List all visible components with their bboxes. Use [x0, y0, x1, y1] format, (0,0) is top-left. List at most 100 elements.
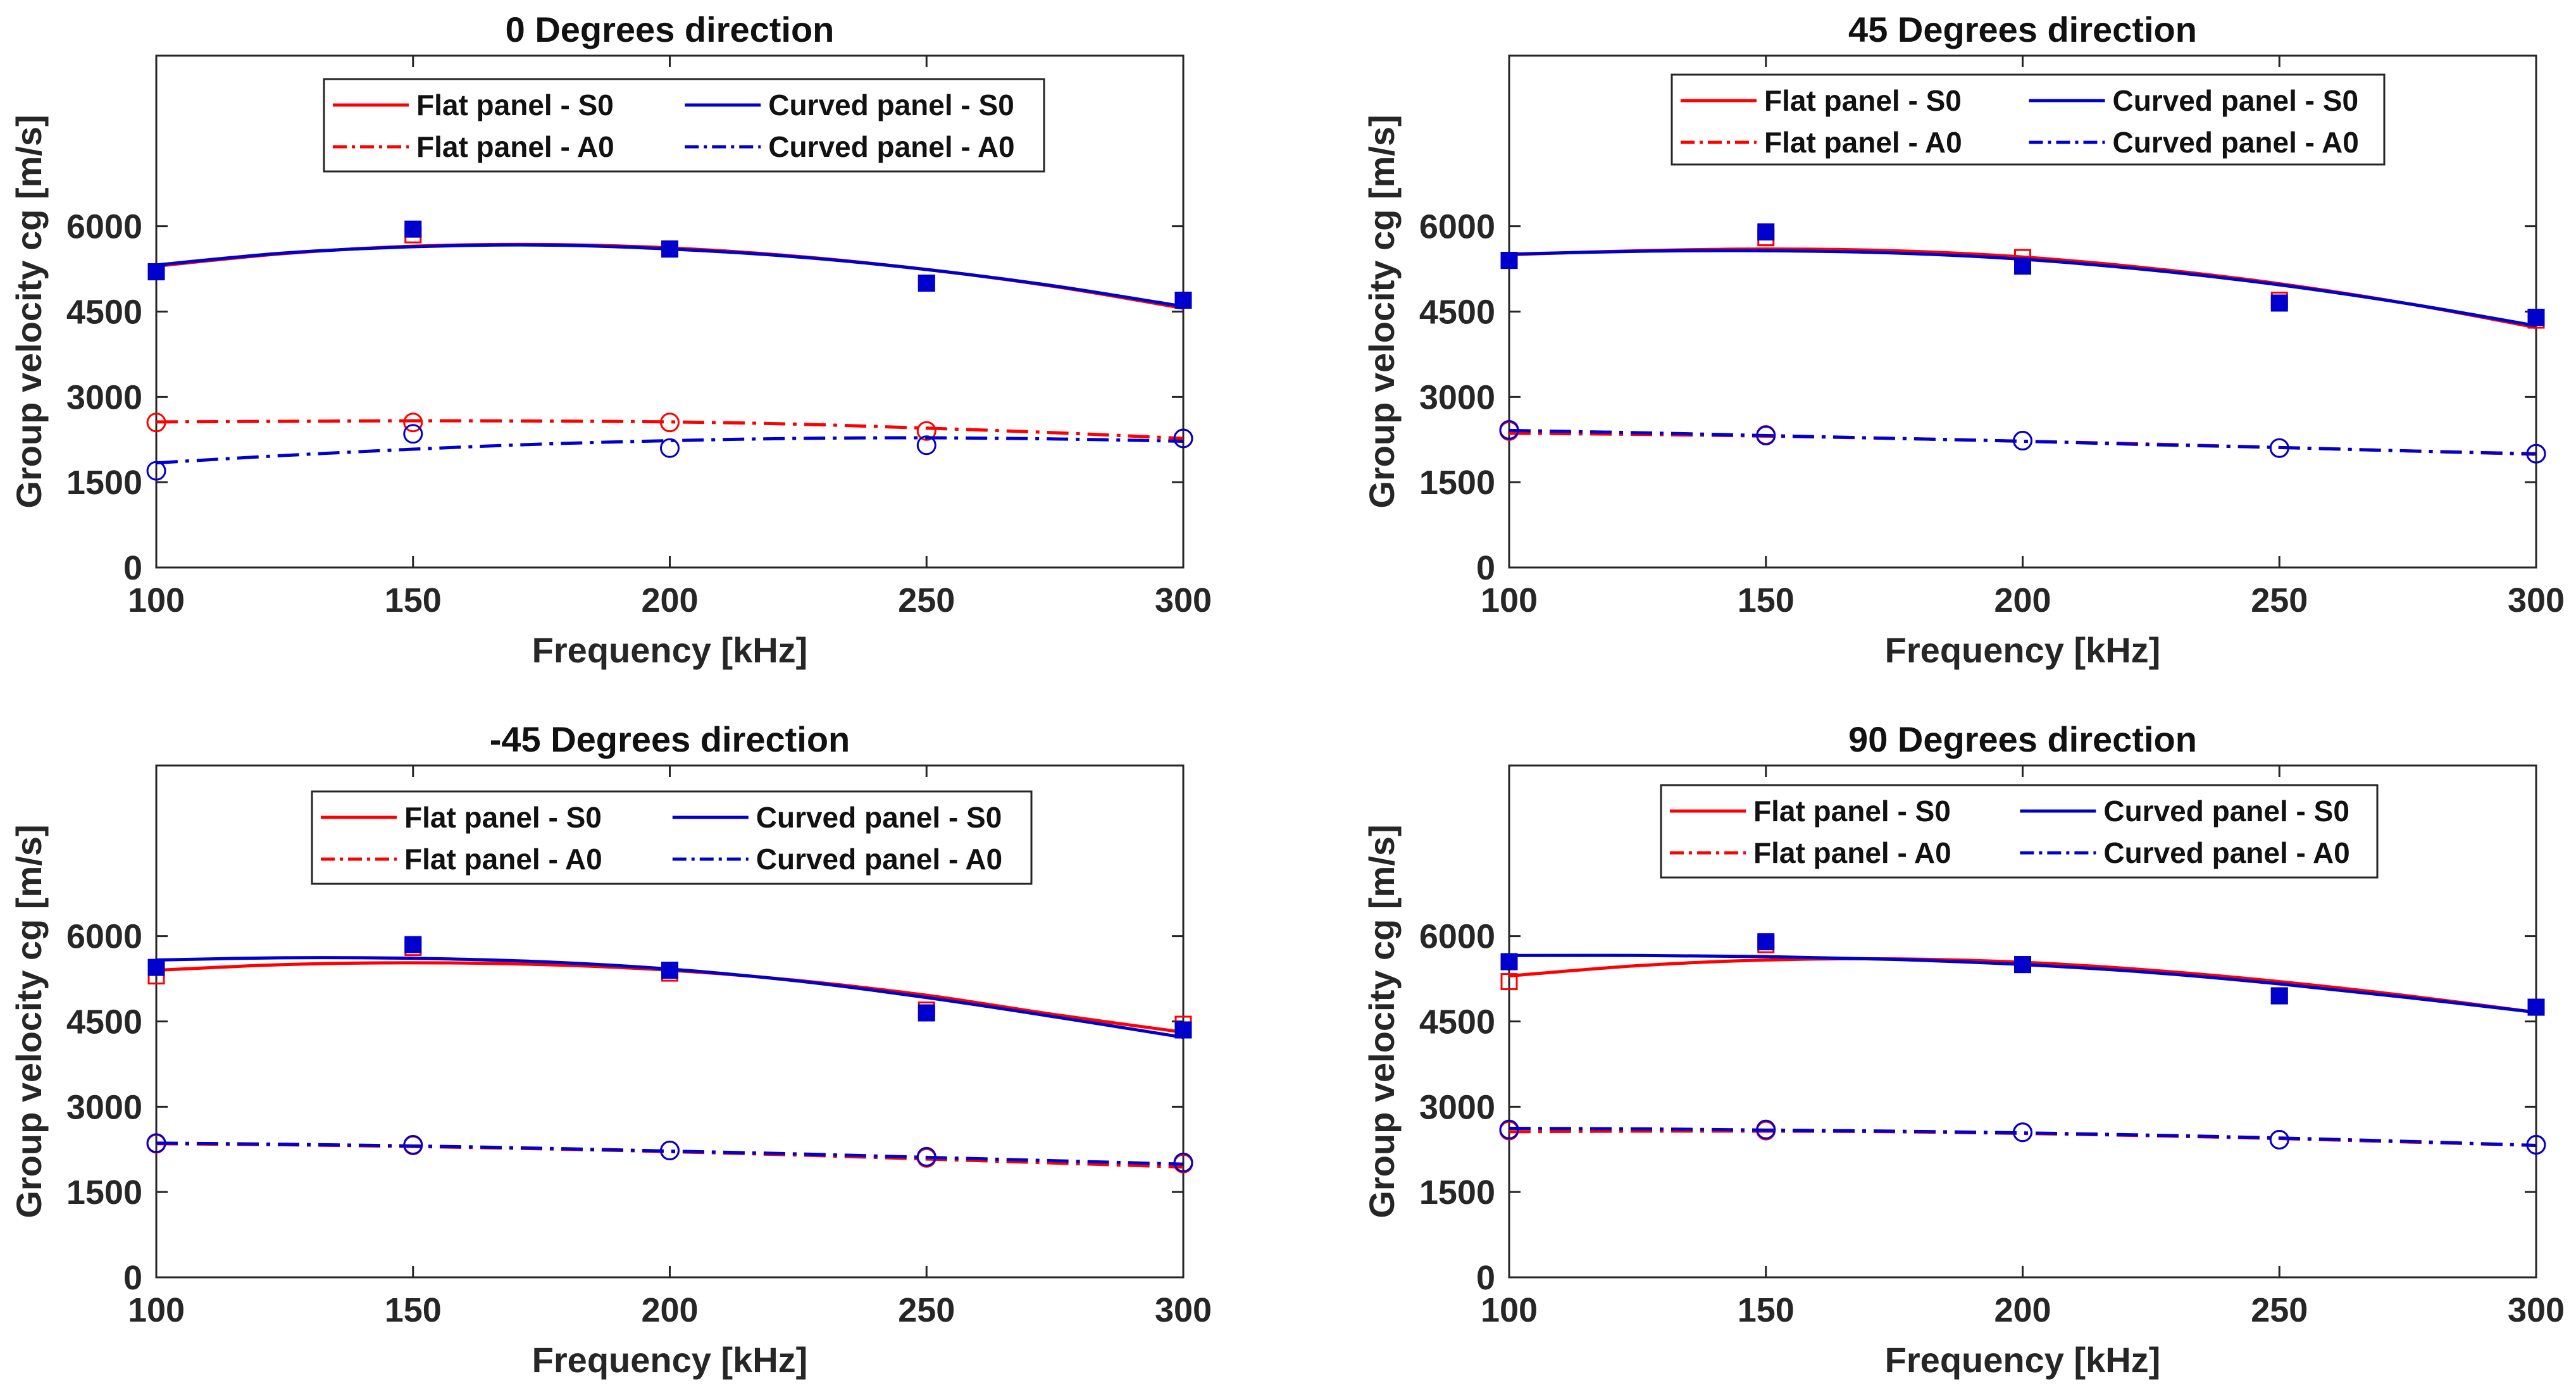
y-tick-label: 0	[1476, 1259, 1495, 1297]
series-2	[147, 936, 1192, 1039]
x-tick-label: 200	[1994, 1291, 2051, 1329]
data-point-marker	[1500, 252, 1518, 270]
data-point-marker	[660, 1141, 680, 1161]
y-tick-label: 1500	[1419, 1174, 1495, 1212]
y-tick-label: 0	[123, 549, 142, 587]
legend: Flat panel - S0 Curved panel - S0 Flat pan…	[1660, 784, 2379, 879]
legend: Flat panel - S0 Curved panel - S0 Flat pan…	[311, 790, 1033, 885]
series-4	[146, 1133, 1193, 1172]
series-line	[1509, 1126, 2537, 1147]
series-4	[146, 424, 1193, 481]
data-point-marker	[147, 958, 165, 976]
y-tick-label: 3000	[1419, 378, 1495, 416]
data-point-marker	[404, 936, 422, 953]
data-point-marker	[2014, 257, 2031, 275]
data-point-marker	[916, 421, 936, 441]
data-point-marker	[1756, 1119, 1776, 1139]
legend: Flat panel - S0 Curved panel - S0 Flat pan…	[1671, 73, 2386, 166]
y-tick-label: 1500	[66, 1174, 142, 1212]
y-tick-label: 4500	[66, 294, 142, 332]
y-tick-label: 4500	[1419, 1003, 1495, 1041]
y-tick-label: 4500	[1419, 294, 1495, 332]
series-line	[1509, 428, 2537, 456]
y-tick-label: 6000	[1419, 918, 1495, 956]
series-2	[147, 220, 1192, 309]
data-point-marker	[1499, 1119, 1519, 1139]
data-point-marker	[661, 240, 678, 258]
legend-label: Curved panel - S0	[768, 89, 1014, 121]
x-tick-label: 300	[2508, 581, 2565, 619]
legend-label: Curved panel - S0	[756, 801, 1002, 834]
legend-label: Flat panel - A0	[404, 843, 602, 876]
y-tick-label: 1500	[66, 464, 142, 502]
data-point-marker	[1756, 425, 1776, 445]
data-point-marker	[1173, 428, 1193, 449]
data-point-marker	[146, 412, 166, 433]
x-tick-label: 100	[1481, 581, 1538, 619]
x-tick-label: 300	[1155, 581, 1212, 619]
data-point-marker	[2270, 987, 2288, 1005]
y-axis-label: Group velocity cg [m/s]	[9, 115, 49, 508]
x-axis-label: Frequency [kHz]	[532, 630, 808, 670]
x-tick-label: 150	[385, 581, 442, 619]
x-axis-label: Frequency [kHz]	[1885, 1340, 2161, 1380]
data-point-marker	[2013, 431, 2032, 451]
data-point-marker	[403, 424, 423, 444]
x-tick-label: 250	[2251, 581, 2308, 619]
data-point-marker	[661, 962, 678, 979]
series-line	[156, 1141, 1184, 1166]
chart-title: 0 Degrees direction	[506, 9, 835, 49]
y-tick-label: 1500	[1419, 464, 1495, 502]
x-tick-label: 150	[1738, 581, 1795, 619]
series-2	[1500, 933, 2545, 1016]
data-point-marker	[1174, 292, 1192, 309]
legend-label: Flat panel - A0	[416, 130, 614, 163]
data-point-marker	[918, 1004, 935, 1022]
x-tick-label: 150	[1738, 1291, 1795, 1329]
y-tick-label: 6000	[66, 918, 142, 956]
legend-box	[1660, 784, 2379, 879]
legend-label: Flat panel - A0	[1753, 836, 1951, 869]
x-axis-label: Frequency [kHz]	[1885, 630, 2161, 670]
x-tick-label: 250	[2251, 1291, 2308, 1329]
data-point-marker	[146, 461, 166, 481]
y-tick-label: 3000	[66, 378, 142, 416]
x-axis-label: Frequency [kHz]	[532, 1340, 808, 1380]
y-tick-label: 3000	[66, 1088, 142, 1126]
legend-label: Curved panel - A0	[2103, 836, 2349, 869]
data-point-marker	[2527, 998, 2545, 1016]
x-tick-label: 200	[641, 581, 698, 619]
y-tick-label: 0	[1476, 549, 1495, 587]
data-point-marker	[2270, 294, 2288, 312]
x-tick-label: 100	[128, 581, 185, 619]
legend-box	[1671, 73, 2386, 166]
data-point-marker	[146, 1133, 166, 1153]
series-4	[1499, 1119, 2546, 1155]
legend-label: Flat panel - S0	[1764, 84, 1962, 117]
x-tick-label: 200	[641, 1291, 698, 1329]
data-point-marker	[2269, 438, 2289, 458]
data-point-marker	[2526, 1135, 2546, 1155]
data-point-marker	[918, 275, 935, 292]
series-2	[1500, 223, 2545, 328]
data-point-marker	[1757, 223, 1775, 241]
y-axis-label: Group velocity cg [m/s]	[1362, 824, 1402, 1218]
y-tick-label: 0	[123, 1259, 142, 1297]
data-point-marker	[403, 412, 423, 433]
y-axis-label: Group velocity cg [m/s]	[9, 824, 49, 1218]
data-point-marker	[660, 412, 680, 433]
legend: Flat panel - S0 Curved panel - S0 Flat pan…	[323, 78, 1045, 173]
data-point-marker	[1499, 419, 1519, 440]
x-tick-label: 250	[898, 581, 955, 619]
x-tick-label: 250	[898, 1291, 955, 1329]
y-tick-label: 6000	[1419, 208, 1495, 246]
data-point-marker	[403, 1135, 423, 1155]
legend-label: Curved panel - A0	[756, 843, 1002, 876]
data-point-marker	[916, 1146, 936, 1167]
legend-label: Curved panel - A0	[2112, 126, 2358, 159]
